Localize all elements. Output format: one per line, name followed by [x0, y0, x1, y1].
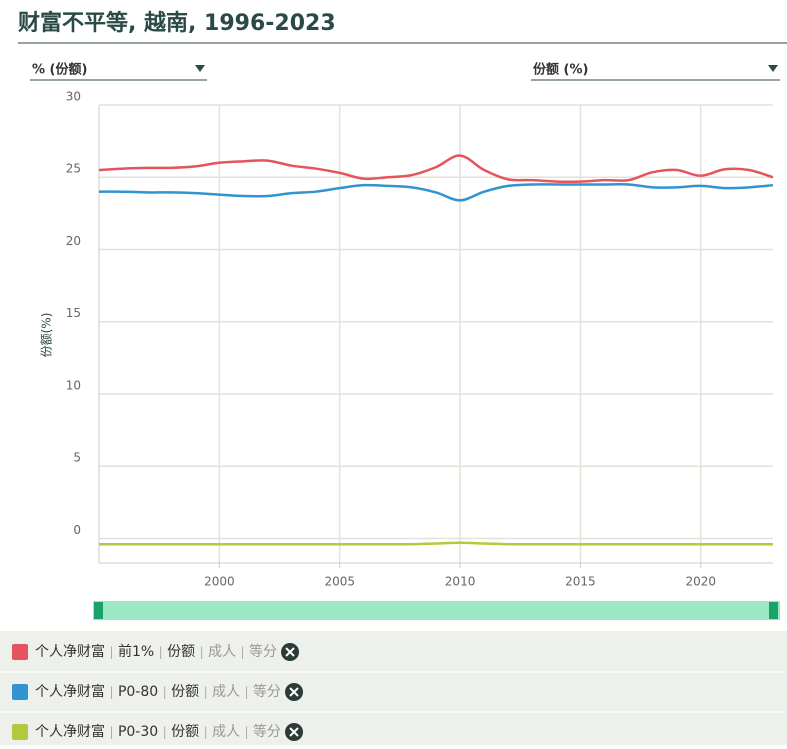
- slider-track: [93, 601, 780, 620]
- legend-item[interactable]: 个人净财富 | P0-30 | 份额 | 成人 | 等分: [12, 723, 304, 741]
- dropdown-label: % (份额): [32, 62, 87, 78]
- x-tick-label: 2015: [565, 575, 596, 589]
- x-tick-label: 2000: [204, 575, 235, 589]
- legend-swatch: [12, 724, 28, 740]
- y-tick-label: 25: [66, 162, 81, 176]
- x-tick-label: 2005: [324, 575, 355, 589]
- y-tick-label: 15: [66, 306, 81, 320]
- legend-label: 个人净财富 | P0-30 | 份额 | 成人 | 等分: [35, 723, 281, 740]
- y-tick-label: 10: [66, 378, 81, 392]
- slider-handle[interactable]: [94, 602, 103, 619]
- series-line: [98, 183, 774, 202]
- y-tick-label: 5: [73, 451, 81, 465]
- remove-button[interactable]: [285, 723, 304, 741]
- legend-swatch: [12, 644, 28, 660]
- x-tick-label: 2020: [686, 575, 717, 589]
- remove-icon-x: [285, 647, 295, 657]
- chart-title: 财富不平等, 越南, 1996-2023: [18, 10, 336, 36]
- remove-icon-x: [289, 687, 299, 697]
- y-tick-label: 0: [73, 523, 81, 537]
- dropdown[interactable]: % (份额): [30, 62, 207, 81]
- legend-item[interactable]: 个人净财富 | P0-80 | 份额 | 成人 | 等分: [12, 683, 304, 701]
- legend-item[interactable]: 个人净财富 | 前1% | 份额 | 成人 | 等分: [12, 643, 300, 661]
- series-line: [99, 541, 773, 546]
- dropdown-arrow: [195, 65, 205, 72]
- slider-handle[interactable]: [769, 602, 778, 619]
- x-tick-label: 2010: [445, 575, 476, 589]
- dropdown[interactable]: 份额 (%): [531, 62, 780, 81]
- legend-panel: [0, 631, 787, 745]
- remove-icon-x: [289, 727, 299, 737]
- series-line: [98, 154, 774, 184]
- dropdown-arrow: [768, 65, 778, 72]
- range-slider[interactable]: [93, 601, 780, 620]
- legend-label: 个人净财富 | 前1% | 份额 | 成人 | 等分: [35, 643, 277, 660]
- legend-label: 个人净财富 | P0-80 | 份额 | 成人 | 等分: [35, 683, 281, 700]
- y-tick-label: 20: [66, 234, 81, 248]
- y-axis-label: 份额(%): [40, 313, 54, 358]
- remove-button[interactable]: [285, 683, 304, 701]
- legend-swatch: [12, 684, 28, 700]
- dropdown-label: 份额 (%): [533, 62, 588, 78]
- y-tick-label: 30: [66, 90, 81, 104]
- remove-button[interactable]: [281, 643, 300, 661]
